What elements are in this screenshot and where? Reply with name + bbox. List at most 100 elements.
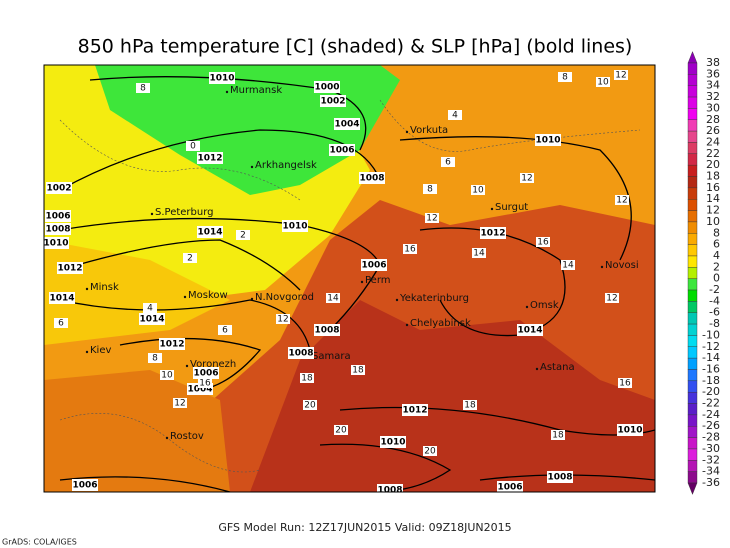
isobar [319, 443, 452, 492]
city-dot [85, 350, 89, 354]
city-dot [185, 364, 189, 368]
isobar-label: 1014 [517, 326, 542, 336]
temperature-label: 10 [161, 371, 173, 381]
coastline [379, 99, 641, 152]
temperature-label: 16 [537, 238, 549, 248]
isobar-label-box [45, 223, 71, 235]
colorbar-swatch [687, 255, 698, 268]
colorbar-label: -8 [709, 317, 720, 330]
isobar-label: 1006 [497, 483, 522, 493]
isobar-label-box [535, 134, 561, 146]
isobar [89, 76, 367, 151]
temperature-label: 16 [404, 245, 416, 255]
city-label: Vorkuta [410, 125, 448, 136]
isobar-label-box [49, 292, 75, 304]
isobar-label-box [197, 226, 223, 238]
colorbar-label: -18 [702, 374, 720, 387]
isobar-label: 1006 [72, 481, 97, 491]
colorbar-label: 2 [713, 260, 720, 273]
temperature-label: 20 [304, 401, 316, 411]
colorbar-swatch [687, 96, 698, 109]
temperature-label-box [463, 400, 477, 410]
city-label: Astana [540, 362, 575, 373]
colorbar-swatch [687, 244, 698, 257]
isobar-label-box [57, 262, 83, 274]
city-dot [150, 212, 154, 216]
isobar-label: 1004 [334, 120, 359, 130]
isobar-label-box [193, 367, 219, 379]
colorbar-label: 14 [706, 192, 720, 205]
colorbar-label: 12 [706, 204, 720, 217]
temperature-label: 12 [606, 294, 617, 304]
temperature-label: 10 [472, 186, 484, 196]
colorbar-swatch [687, 74, 698, 86]
temperature-label: 14 [473, 249, 485, 259]
coastline [59, 119, 301, 201]
isobar-label-box [517, 324, 543, 336]
temperature-label-box [403, 244, 417, 254]
colorbar-label: -10 [702, 328, 720, 341]
isobar-label-box [497, 481, 523, 492]
temperature-label-box [472, 248, 486, 258]
colorbar-label: 18 [706, 170, 720, 183]
temperature-label: 12 [174, 399, 185, 409]
city-label: Omsk [530, 300, 559, 311]
city-label: N.Novgorod [255, 292, 314, 303]
isobar-label: 1008 [547, 473, 572, 483]
colorbar-label: -26 [702, 419, 720, 432]
isobar-label-box [197, 152, 223, 164]
colorbar-swatch [687, 164, 698, 177]
colorbar-swatch [687, 380, 698, 393]
temperature-label-box [558, 72, 572, 82]
city-dot [165, 436, 169, 440]
colorbar-label: 20 [706, 158, 720, 171]
city-dot [405, 130, 409, 134]
temperature-label: 14 [327, 294, 339, 304]
city-label: Minsk [90, 282, 119, 293]
isobar-label: 1012 [57, 264, 82, 274]
temperature-label: 8 [140, 84, 146, 94]
colorbar-label: 0 [713, 272, 720, 285]
temperature-label-box [334, 425, 348, 435]
isobar-label: 1010 [209, 74, 234, 84]
colorbar-swatch [687, 221, 698, 234]
temperature-label-box [54, 318, 68, 328]
city-label: Chelyabinsk [410, 318, 471, 329]
isobar-label-box [45, 210, 71, 222]
isobar [59, 129, 381, 191]
isobar-label: 1010 [617, 426, 642, 436]
colorbar-swatch [687, 233, 698, 245]
isobar-label: 1012 [197, 154, 222, 164]
temperature-label-box [351, 365, 365, 375]
city-label: Novosi [605, 260, 639, 271]
colorbar-swatch [687, 357, 698, 370]
colorbar-label: 36 [706, 67, 720, 80]
map: Murmansk Arkhangelsk Vorkuta S.Peterburg Sur… [44, 65, 655, 493]
colorbar-label: 24 [706, 135, 720, 148]
isobar-label-box [282, 220, 308, 232]
temperature-label-box [605, 293, 619, 303]
colorbar-swatch [687, 130, 698, 143]
city-dot [250, 297, 254, 301]
map-frame [43, 64, 656, 493]
isobar-label-box [209, 72, 235, 84]
temperature-label: 4 [147, 304, 153, 314]
colorbar-swatch [687, 403, 698, 416]
colorbar-label: -4 [709, 294, 720, 307]
colorbar-label: 26 [706, 124, 720, 137]
isobar-label-box [380, 436, 406, 448]
temperature-label-box [520, 173, 534, 183]
colorbar-swatch [687, 199, 698, 211]
temperature-label: 0 [190, 142, 196, 152]
colorbar-swatch [687, 142, 698, 155]
temperature-label: 18 [552, 431, 564, 441]
temperature-label-box [143, 303, 157, 313]
temperature-label: 6 [445, 158, 451, 168]
isobar [59, 217, 381, 331]
colorbar-label: 8 [713, 226, 720, 239]
temperature-label: 8 [562, 73, 568, 83]
isobar-label-box [288, 347, 314, 359]
credit: GrADS: COLA/IGES [2, 538, 77, 547]
temperature-label: 18 [301, 374, 313, 384]
